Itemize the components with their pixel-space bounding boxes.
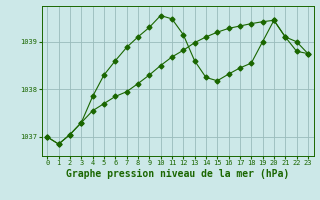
X-axis label: Graphe pression niveau de la mer (hPa): Graphe pression niveau de la mer (hPa) <box>66 169 289 179</box>
